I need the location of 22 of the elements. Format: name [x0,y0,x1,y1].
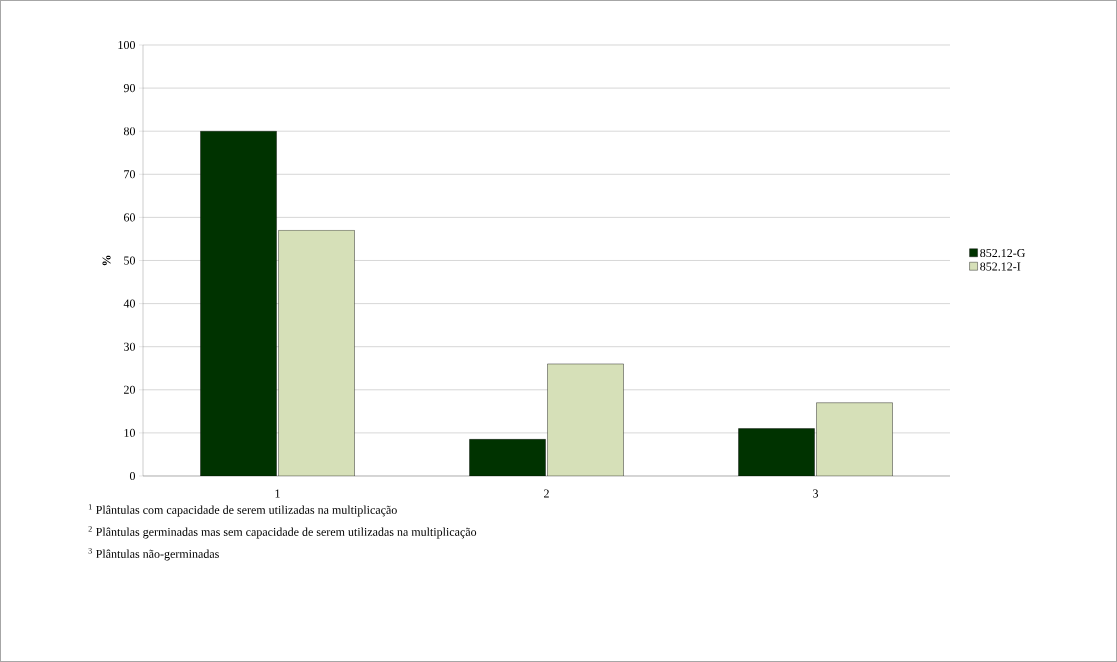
bar [200,131,277,476]
legend-label: 852.12-G [980,249,1026,258]
bar [278,230,355,476]
y-tick-label: 10 [124,428,135,437]
legend-label: 852.12-I [980,262,1021,271]
text: $^{2}$ Plântulas germinadas mas sem capacidade de serem utilizadas na multiplicação [88,526,477,539]
y-axis-title: % [102,255,111,266]
x-tick-label: 3 [813,489,819,498]
y-tick-label: 60 [123,213,135,222]
y-tick-label: 30 [124,342,135,351]
y-tick-label: 20 [124,385,135,394]
y-tick-label: 90 [123,84,135,93]
x-tick-label: 2 [544,489,549,498]
text: $^{3}$ Plântulas não-germinadas [88,548,219,561]
y-tick-label: 40 [123,299,135,308]
y-tick-label: 100 [118,40,135,50]
y-tick-label: 70 [124,170,135,179]
y-tick-label: 0 [129,471,135,481]
y-tick-label: 80 [123,127,135,136]
text: $^{1}$ Plântulas com capacidade de serem utilizadas na multiplicação [88,504,397,517]
x-tick-label: 1 [275,489,280,498]
y-tick-label: 50 [124,256,135,265]
